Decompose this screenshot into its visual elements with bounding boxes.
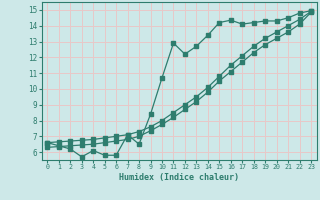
- X-axis label: Humidex (Indice chaleur): Humidex (Indice chaleur): [119, 173, 239, 182]
